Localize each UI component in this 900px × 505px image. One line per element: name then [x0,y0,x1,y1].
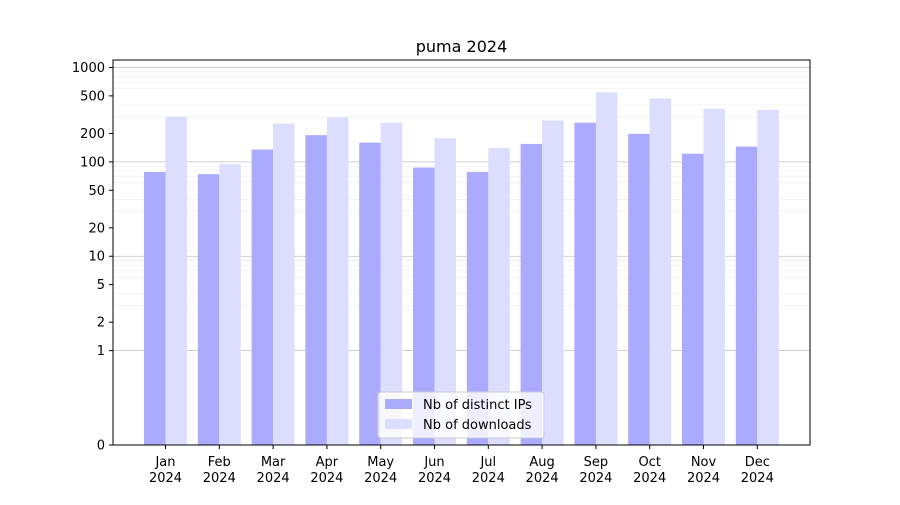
x-tick-label-year: 2024 [203,471,236,486]
x-tick-label-month: Jun [423,455,444,470]
bar-downloads [326,117,349,445]
bar-distinct-ips [735,146,758,445]
x-tick-label-month: Dec [745,455,770,470]
bar-downloads [273,123,295,446]
x-tick-label-month: Feb [208,455,231,470]
bar-distinct-ips [359,142,381,445]
x-tick-label-year: 2024 [633,471,666,486]
plot-frame [112,59,811,446]
bars-layer [144,92,779,446]
y-tick-label: 2 [97,316,105,331]
legend-swatch [385,399,412,409]
legend-box [377,391,545,439]
bar-distinct-ips [197,174,220,445]
x-tick-label-month: May [367,455,394,470]
x-tick-label-month: Jan [154,455,175,470]
bar-distinct-ips [305,135,327,445]
x-tick-label-month: Apr [316,455,339,470]
bar-distinct-ips [413,167,435,445]
x-tick-label-month: Nov [691,455,717,470]
bar-distinct-ips [682,153,704,445]
y-tick-label: 100 [80,155,105,170]
x-tick-label-year: 2024 [526,471,559,486]
y-tick-label: 1000 [72,61,105,76]
x-tick-label-month: Sep [584,455,609,470]
x-tick-label-year: 2024 [418,471,451,486]
x-tick-label-year: 2024 [579,471,612,486]
y-tick-label: 20 [88,221,105,236]
legend-label: Nb of distinct IPs [423,398,532,413]
y-tick-label: 1 [97,344,105,359]
bar-distinct-ips [628,133,650,446]
y-tick-label: 200 [80,127,105,142]
bar-distinct-ips [251,149,274,445]
y-tick-label: 5 [97,278,105,293]
bar-distinct-ips [466,172,489,445]
x-tick-label-month: Jul [479,455,496,470]
legend-label: Nb of downloads [423,418,532,433]
bar-downloads [488,148,510,445]
y-tick-label: 0 [97,439,105,454]
axes-layer: 01251020501002005001000Jan2024Feb2024Mar… [72,59,811,486]
bar-downloads [380,122,403,446]
x-tick-label-month: Mar [261,455,286,470]
bar-downloads [649,98,672,446]
x-tick-label-year: 2024 [741,471,774,486]
legend: Nb of distinct IPs Nb of downloads [377,391,545,439]
bar-downloads [165,116,187,446]
x-tick-label-month: Oct [638,455,660,470]
y-tick-label: 10 [88,250,105,265]
y-tick-label: 500 [80,89,105,104]
bar-downloads [434,138,456,445]
bar-distinct-ips [574,122,596,446]
bar-distinct-ips [144,172,166,445]
bar-downloads [219,163,241,445]
legend-swatch [385,419,412,429]
chart-title: puma 2024 [416,37,508,56]
y-tick-label: 50 [88,184,105,199]
x-tick-label-month: Aug [529,455,554,470]
x-tick-label-year: 2024 [472,471,505,486]
x-tick-label-year: 2024 [257,471,290,486]
bar-distinct-ips [520,143,543,445]
bar-downloads [595,92,618,445]
bar-downloads [542,120,564,445]
x-tick-label-year: 2024 [364,471,397,486]
x-tick-label-year: 2024 [310,471,343,486]
bar-downloads [703,108,725,446]
bar-downloads [757,109,779,445]
x-tick-label-year: 2024 [687,471,720,486]
x-tick-label-year: 2024 [149,471,182,486]
